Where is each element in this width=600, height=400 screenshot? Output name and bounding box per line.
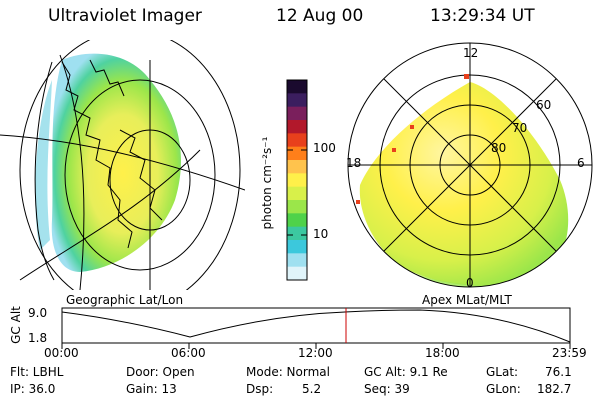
mlt-diagonal-line [383, 78, 557, 252]
latitude-circle [19, 40, 241, 290]
altitude-xtick-18: 18:00 [425, 346, 460, 360]
altitude-plot [61, 307, 571, 349]
colorbar-band [287, 266, 307, 281]
polar-map [347, 42, 593, 288]
date-label: 12 Aug 00 [276, 6, 364, 26]
gain-field: Gain: 13 [126, 382, 177, 396]
mlat-label-80: 80 [491, 141, 507, 155]
mlt-label-18: 18 [346, 156, 362, 170]
altitude-orbit-line [61, 309, 571, 343]
instrument-title: Ultraviolet Imager [48, 6, 202, 26]
dsp-value: 5.2 [302, 382, 322, 396]
mlat-label-70: 70 [512, 121, 528, 135]
mode-field: Mode: Normal [246, 365, 330, 379]
mlt-label-0: 0 [466, 276, 474, 290]
gc-alt-field: GC Alt: 9.1 Re [364, 365, 448, 379]
colorbar-unit-label: photon cm⁻²s⁻¹ [260, 136, 274, 230]
colorbar-band [287, 93, 307, 108]
meridian-line [59, 54, 85, 290]
altitude-ytick-high: 9.0 [28, 306, 48, 320]
left-map-caption: Geographic Lat/Lon [66, 293, 184, 307]
geographic-map [0, 40, 245, 290]
seq-field: Seq: 39 [364, 382, 410, 396]
altitude-ytick-low: 1.8 [28, 331, 48, 345]
colorbar-band [287, 80, 307, 94]
colorbar-tick-10: 10 [313, 227, 329, 241]
altitude-plot-frame [61, 307, 571, 344]
dsp-label: Dsp: [246, 382, 274, 396]
aurora-hotspot [410, 125, 414, 129]
colorbar-band [287, 200, 307, 214]
mlt-label-6: 6 [577, 156, 585, 170]
mlt-label-12: 12 [463, 46, 479, 60]
colorbar-band [287, 173, 307, 188]
ip-field: IP: 36.0 [10, 382, 56, 396]
altitude-xtick-6: 06:00 [171, 346, 206, 360]
colorbar-band [287, 226, 307, 241]
glat-value: 76.1 [545, 365, 572, 379]
colorbar-band [287, 213, 307, 228]
door-field: Door: Open [126, 365, 195, 379]
mlat-label-60: 60 [536, 98, 552, 112]
aurora-image-left [51, 53, 181, 273]
meridian-line [0, 134, 245, 191]
coastline [61, 61, 133, 249]
aurora-hotspot [356, 200, 360, 204]
colorbar-band [287, 133, 307, 148]
aurora-image-right [359, 82, 569, 286]
colorbar-band [287, 253, 307, 268]
colorbar [286, 79, 308, 281]
time-label: 13:29:34 UT [430, 6, 535, 26]
altitude-xtick-end: 23:59 [552, 346, 587, 360]
altitude-xtick-12: 12:00 [298, 346, 333, 360]
right-map-caption: Apex MLat/MLT [422, 293, 512, 307]
coastline [89, 59, 125, 97]
aurora-fringe-left [35, 80, 52, 250]
aurora-hotspot [392, 148, 396, 152]
colorbar-band [287, 160, 307, 174]
glon-label: GLon: [486, 382, 521, 396]
meridian-line [19, 149, 201, 281]
colorbar-band [287, 106, 307, 121]
aurora-hotspot [464, 74, 469, 79]
altitude-ylabel: GC Alt [9, 306, 23, 344]
colorbar-band [287, 120, 307, 134]
altitude-xtick-0: 00:00 [44, 346, 79, 360]
filter-field: Flt: LBHL [10, 365, 64, 379]
glat-label: GLat: [486, 365, 519, 379]
colorbar-band [287, 146, 307, 161]
earth-limb [34, 61, 55, 281]
colorbar-band [287, 240, 307, 254]
coastline [119, 129, 163, 221]
colorbar-tick-100: 100 [313, 141, 336, 155]
colorbar-band [287, 186, 307, 201]
glon-value: 182.7 [537, 382, 572, 396]
latitude-circle [64, 79, 216, 271]
